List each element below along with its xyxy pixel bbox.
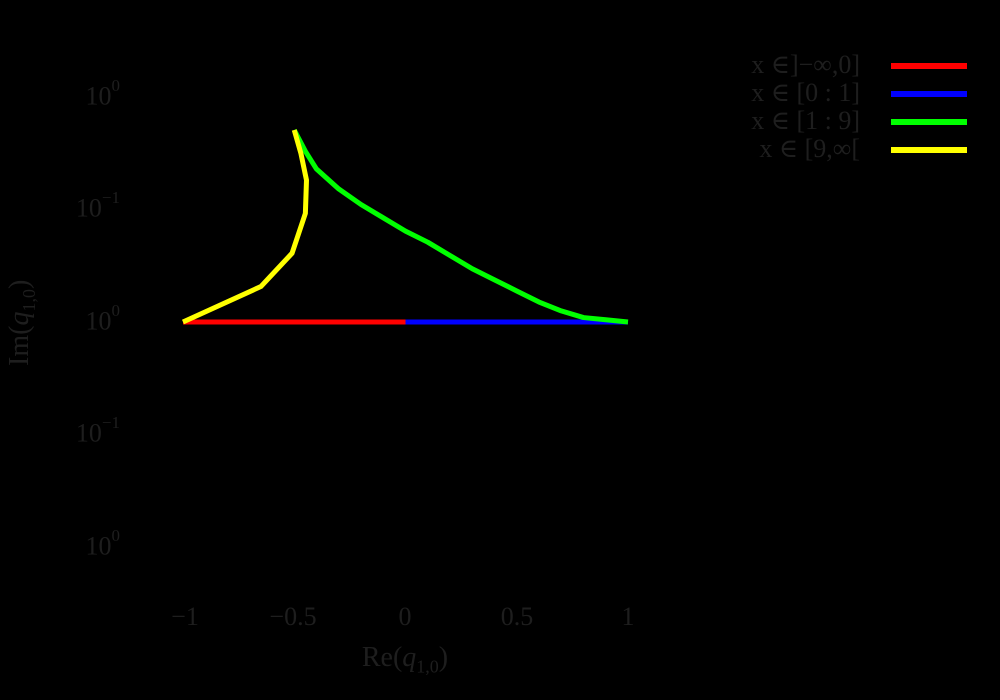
series-line-2 <box>292 128 629 325</box>
y-tick-3: 10−1 <box>75 413 120 448</box>
y-tick-4: 100 <box>85 526 121 561</box>
x-tick-3: 0.5 <box>500 602 534 631</box>
legend-item-red: x ∈]−∞,0] <box>730 50 980 79</box>
legend-label: x ∈ [9,∞[ <box>759 134 860 163</box>
legend-item-yellow: x ∈ [9,∞[ <box>730 134 980 163</box>
x-tick-4: 1 <box>621 602 635 631</box>
y-tick-0: 100 <box>85 76 121 111</box>
legend: x ∈]−∞,0] x ∈ [0 : 1] x ∈ [1 : 9] x ∈ [9… <box>730 50 980 163</box>
legend-item-green: x ∈ [1 : 9] <box>730 106 980 135</box>
legend-label: x ∈ [0 : 1] <box>751 78 860 107</box>
legend-swatch-yellow <box>891 147 967 153</box>
legend-item-blue: x ∈ [0 : 1] <box>730 78 980 107</box>
x-tick-0: −1 <box>171 602 199 631</box>
series-line-3 <box>181 129 309 325</box>
series-lines <box>181 128 629 325</box>
x-axis-label: Re(q1,0) <box>361 642 449 677</box>
y-tick-2: 100 <box>85 301 121 336</box>
y-tick-1: 10−1 <box>75 188 120 223</box>
legend-swatch-green <box>891 119 967 125</box>
legend-label: x ∈]−∞,0] <box>751 50 860 79</box>
x-tick-2: 0 <box>398 602 412 631</box>
x-tick-1: −0.5 <box>269 602 317 631</box>
legend-swatch-red <box>891 63 967 69</box>
legend-label: x ∈ [1 : 9] <box>751 106 860 135</box>
legend-swatch-blue <box>891 91 967 97</box>
y-axis-label: Im(q1,0) <box>4 279 39 366</box>
